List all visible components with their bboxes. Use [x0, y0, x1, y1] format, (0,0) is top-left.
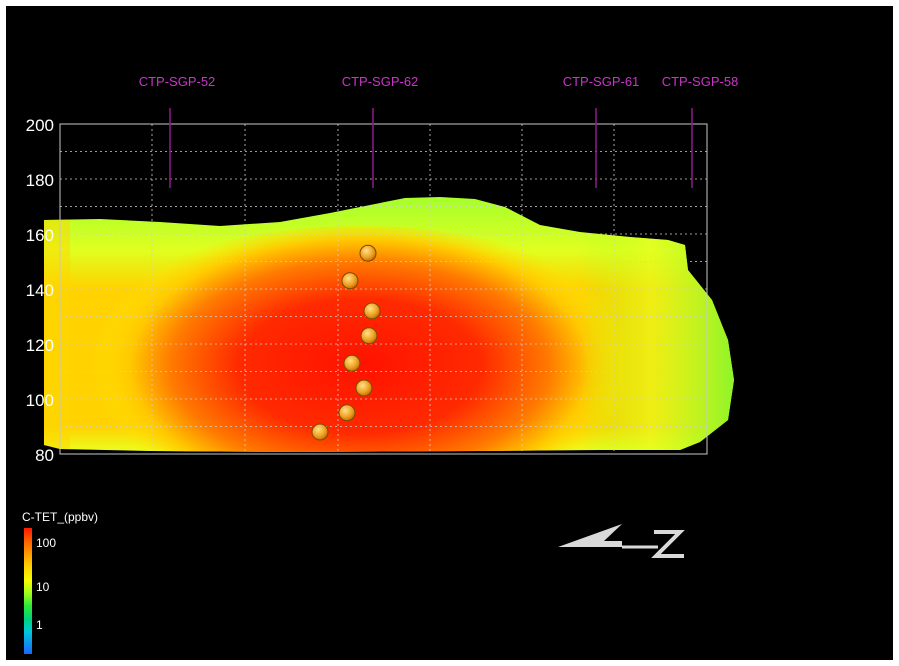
y-tick-label: 120	[26, 336, 54, 355]
legend-label-1: 1	[36, 618, 43, 632]
grid	[60, 124, 707, 454]
sample-point	[360, 327, 378, 345]
legend-label-100: 100	[36, 536, 57, 550]
y-tick-label: 200	[26, 116, 54, 135]
y-axis: 80 100 120 140 160 180 200	[26, 116, 54, 465]
well-label: CTP-SGP-61	[563, 74, 640, 89]
sample-points	[311, 244, 381, 441]
sample-point	[359, 244, 377, 262]
legend: C-TET_(ppbv) 100 10 1	[22, 510, 182, 660]
sample-point	[341, 272, 359, 290]
well-markers: CTP-SGP-52 CTP-SGP-62 CTP-SGP-61 CTP-SGP-58	[139, 74, 739, 188]
north-arrow-icon	[558, 524, 685, 558]
y-tick-label: 160	[26, 226, 54, 245]
concentration-plume	[44, 197, 734, 452]
sample-point	[338, 404, 356, 422]
y-tick-label: 100	[26, 391, 54, 410]
y-tick-label: 140	[26, 281, 54, 300]
well-label: CTP-SGP-52	[139, 74, 216, 89]
y-tick-label: 80	[35, 446, 54, 465]
sample-point	[311, 423, 329, 441]
sample-point	[363, 302, 381, 320]
well-label: CTP-SGP-62	[342, 74, 419, 89]
legend-label-10: 10	[36, 580, 50, 594]
well-label: CTP-SGP-58	[662, 74, 739, 89]
sample-point	[343, 354, 361, 372]
legend-title: C-TET_(ppbv)	[22, 510, 99, 524]
plot-area-border	[59, 123, 708, 455]
legend-colorbar	[24, 528, 32, 654]
sample-point	[355, 379, 373, 397]
y-tick-label: 180	[26, 171, 54, 190]
